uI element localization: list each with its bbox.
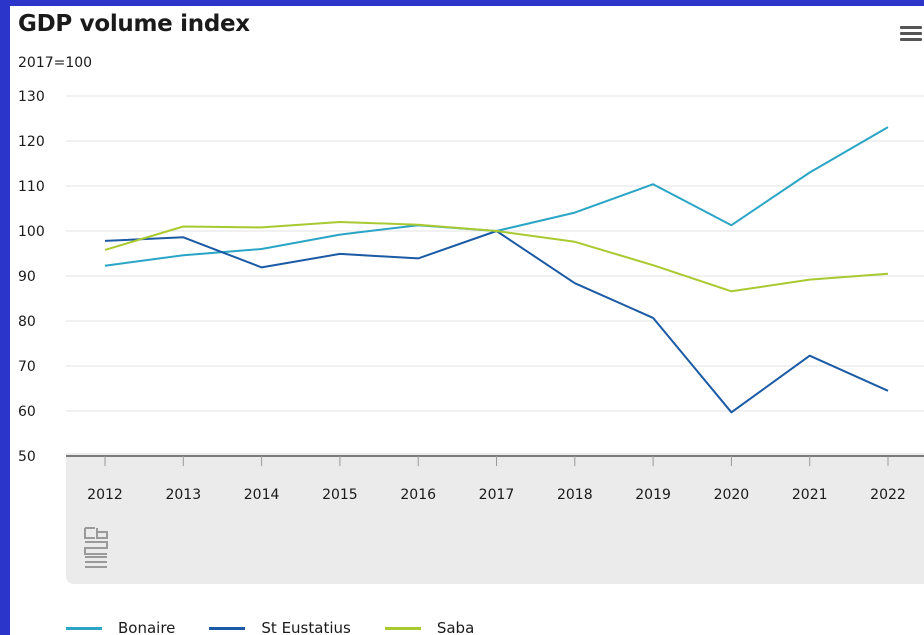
y-tick-label: 70	[18, 359, 36, 375]
legend-item-saba[interactable]: Saba	[384, 619, 475, 635]
y-tick-label: 130	[18, 89, 45, 105]
hamburger-menu-icon[interactable]	[900, 26, 922, 42]
y-tick-label: 50	[18, 449, 36, 465]
legend-label: Saba	[436, 619, 475, 635]
legend-item-bonaire[interactable]: Bonaire	[66, 619, 175, 635]
gridlines	[66, 95, 924, 457]
y-tick-label: 120	[18, 134, 45, 150]
series-line-saba[interactable]	[104, 221, 889, 293]
y-axis-ticks: 50 60 70 80 90 100 110 120 130	[18, 89, 45, 465]
legend-swatch	[384, 626, 421, 630]
series-lines	[104, 126, 889, 414]
x-axis-ticks: 2012 2013 2014 2015 2016 2017 2018 2019 2020 2021…	[87, 456, 906, 503]
x-tick-label: 2014	[244, 487, 280, 503]
y-tick-label: 100	[18, 224, 45, 240]
legend-swatch	[209, 626, 246, 630]
x-tick-label: 2019	[635, 487, 671, 503]
x-tick-label: 2015	[322, 487, 358, 503]
x-tick-label: 2016	[400, 487, 436, 503]
x-tick-label: 2022	[870, 487, 906, 503]
y-tick-label: 60	[18, 404, 36, 420]
x-tick-label: 2017	[479, 487, 515, 503]
legend-swatch	[66, 626, 102, 630]
chart-title: GDP volume index	[18, 11, 250, 37]
series-line-st-eustatius[interactable]	[104, 230, 889, 414]
legend-label: Bonaire	[118, 619, 176, 635]
x-axis-panel	[66, 453, 924, 584]
chart-subtitle: 2017=100	[18, 55, 93, 71]
x-tick-label: 2013	[165, 487, 201, 503]
chart-card: GDP volume index 2017=100 50 60 70 80 90 100 1…	[10, 6, 924, 635]
legend-label: St Eustatius	[261, 619, 351, 635]
legend: Bonaire St Eustatius Saba	[66, 618, 508, 635]
x-tick-label: 2021	[792, 487, 828, 503]
x-tick-label: 2020	[714, 487, 750, 503]
x-tick-label: 2018	[557, 487, 593, 503]
y-tick-label: 90	[18, 269, 36, 285]
series-line-bonaire[interactable]	[104, 126, 889, 267]
cbs-logo-icon	[84, 527, 108, 568]
legend-item-st-eustatius[interactable]: St Eustatius	[209, 619, 351, 635]
y-tick-label: 110	[18, 179, 45, 195]
x-tick-label: 2012	[87, 487, 123, 503]
y-tick-label: 80	[18, 314, 36, 330]
